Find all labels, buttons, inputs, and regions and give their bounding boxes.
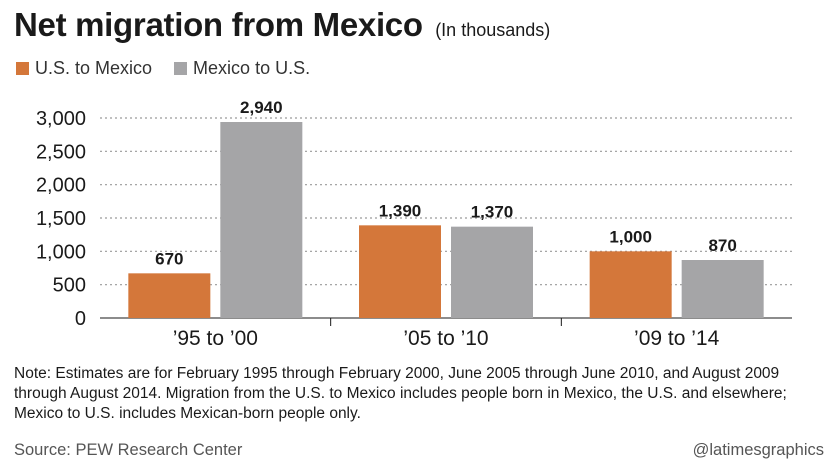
x-tick-label: ’09 to ’14	[634, 327, 720, 350]
y-tick-label: 1,500	[36, 208, 86, 230]
data-label: 1,370	[471, 203, 514, 222]
bar-chart: 0 500 1,000 1,500 2,000 2,500 3,000 670 2,940 ’95…	[36, 98, 792, 350]
x-tick-label: ’05 to ’10	[403, 327, 488, 350]
bar	[681, 260, 764, 318]
y-tick-label: 2,500	[36, 141, 86, 163]
legend-item-us-to-mexico: U.S. to Mexico	[16, 58, 152, 79]
source-line: Source: PEW Research Center	[14, 441, 243, 459]
credit-line: @latimesgraphics	[692, 441, 824, 459]
chart-title: Net migration from Mexico	[14, 6, 423, 43]
legend-item-mexico-to-us: Mexico to U.S.	[174, 58, 310, 79]
bar	[451, 226, 533, 318]
legend-label-us-to-mexico: U.S. to Mexico	[35, 58, 153, 78]
y-tick-label: 0	[75, 308, 86, 330]
bar	[359, 225, 441, 318]
y-tick-label: 1,000	[36, 241, 86, 263]
legend: U.S. to Mexico Mexico to U.S.	[16, 58, 332, 79]
y-tick-label: 500	[53, 275, 86, 297]
x-tick-label: ’95 to ’00	[173, 327, 258, 350]
y-tick-label: 2,000	[36, 175, 86, 197]
bar	[128, 273, 211, 318]
data-label: 2,940	[240, 98, 283, 117]
y-tick-label: 3,000	[36, 108, 86, 130]
legend-swatch-mexico-to-us	[174, 62, 188, 75]
data-label: 670	[155, 249, 183, 268]
data-label: 1,390	[379, 201, 422, 220]
bar	[589, 251, 672, 318]
legend-swatch-us-to-mexico	[16, 62, 29, 75]
title-block: Net migration from Mexico (In thousands)	[14, 6, 550, 44]
bar	[220, 122, 303, 318]
chart-subtitle: (In thousands)	[435, 20, 551, 40]
legend-label-mexico-to-us: Mexico to U.S.	[193, 58, 311, 78]
data-label: 870	[708, 236, 736, 255]
footnote: Note: Estimates are for February 1995 th…	[14, 365, 787, 422]
data-label: 1,000	[609, 227, 652, 246]
